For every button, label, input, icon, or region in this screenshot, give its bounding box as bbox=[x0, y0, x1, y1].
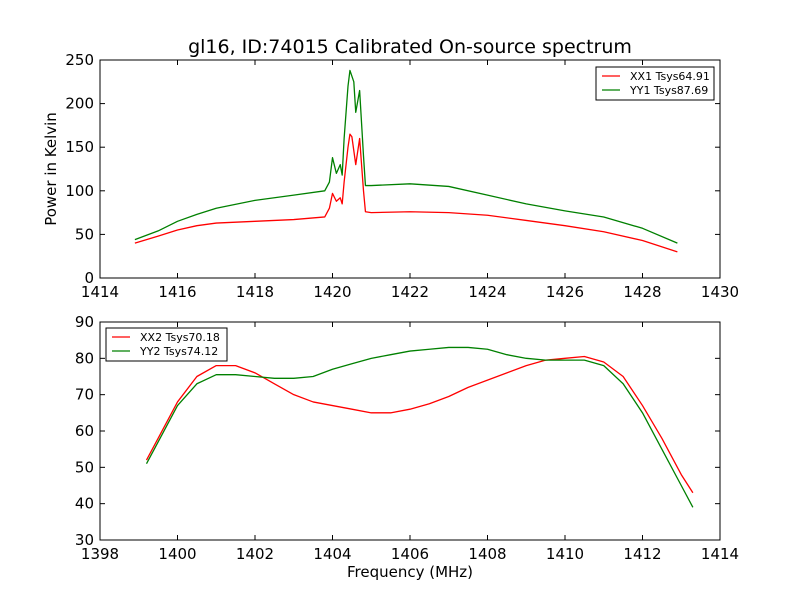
series-line-2 bbox=[134, 69, 678, 244]
x-tick-label: 1404 bbox=[313, 545, 351, 563]
x-tick-label: 1430 bbox=[701, 283, 739, 301]
x-tick-label: 1410 bbox=[546, 545, 584, 563]
legend-box bbox=[105, 327, 228, 362]
x-tick-label: 1408 bbox=[468, 545, 506, 563]
x-tick-label: 1426 bbox=[546, 283, 584, 301]
legend-entry-2: YY2 Tsys74.12 bbox=[139, 345, 218, 358]
chart-title: gl16, ID:74015 Calibrated On-source spec… bbox=[188, 36, 632, 58]
legend-entry-2: YY1 Tsys87.69 bbox=[629, 84, 708, 97]
x-tick-label: 1418 bbox=[236, 283, 274, 301]
x-tick-label: 1414 bbox=[81, 283, 119, 301]
y-tick-label: 200 bbox=[65, 95, 94, 113]
bottom-chart: 1398 1400 1402 1404 1406 1408 1410 1412 1414 30 40… bbox=[75, 313, 739, 581]
y-tick-label: 40 bbox=[75, 495, 94, 513]
x-tick-label: 1402 bbox=[236, 545, 274, 563]
y-tick-label: 100 bbox=[65, 182, 94, 200]
x-tick-label: 1398 bbox=[81, 545, 119, 563]
x-tick-label: 1400 bbox=[158, 545, 196, 563]
legend-entry-1: XX2 Tsys70.18 bbox=[140, 331, 220, 344]
x-tick-label: 1416 bbox=[158, 283, 196, 301]
x-tick-label: 1412 bbox=[623, 545, 661, 563]
y-tick-label: 70 bbox=[75, 386, 94, 404]
x-tick-label: 1422 bbox=[391, 283, 429, 301]
y-tick-label: 150 bbox=[65, 138, 94, 156]
y-tick-label: 60 bbox=[75, 422, 94, 440]
series-line-2 bbox=[145, 346, 694, 508]
x-tick-label: 1414 bbox=[701, 545, 739, 563]
y-tick-label: 0 bbox=[84, 269, 94, 287]
legend-box bbox=[595, 66, 715, 101]
x-tick-label: 1406 bbox=[391, 545, 429, 563]
y-tick-label: 250 bbox=[65, 51, 94, 69]
y-tick-label: 80 bbox=[75, 349, 94, 367]
y-tick-label: 50 bbox=[75, 225, 94, 243]
y-tick-label: 50 bbox=[75, 458, 94, 476]
y-tick-label: 30 bbox=[75, 531, 94, 549]
y-tick-label: 90 bbox=[75, 313, 94, 331]
x-tick-label: 1428 bbox=[623, 283, 661, 301]
x-axis-label: Frequency (MHz) bbox=[347, 563, 473, 581]
x-tick-label: 1424 bbox=[468, 283, 506, 301]
x-tick-label: 1420 bbox=[313, 283, 351, 301]
legend-entry-1: XX1 Tsys64.91 bbox=[630, 70, 710, 83]
y-axis-label: Power in Kelvin bbox=[42, 112, 60, 226]
top-chart: 1414 1416 1418 1420 1422 1424 1426 1428 1430 0 50 1… bbox=[42, 36, 739, 301]
series-line-1 bbox=[145, 355, 694, 494]
series-line-1 bbox=[134, 133, 678, 253]
